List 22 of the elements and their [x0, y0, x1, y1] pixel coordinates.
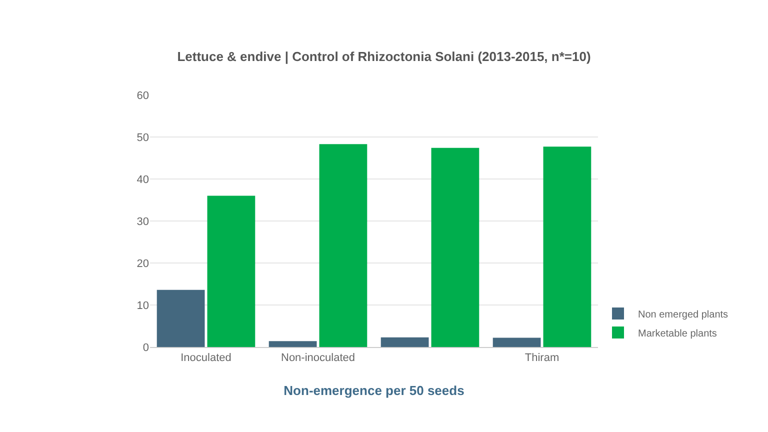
y-tick-label: 20 — [136, 258, 149, 270]
y-tick-label: 10 — [136, 300, 149, 312]
y-tick-label: 0 — [142, 342, 149, 354]
bar — [431, 148, 480, 347]
y-tick-label: 30 — [136, 216, 149, 228]
bar — [380, 337, 429, 347]
bar — [156, 290, 205, 347]
x-axis-title: Non-emergence per 50 seeds — [284, 382, 464, 398]
x-tick-label: Non-inoculated — [281, 352, 355, 364]
y-tick-label: 50 — [136, 132, 149, 144]
bar — [207, 196, 256, 347]
legend-label: Non emerged plants — [638, 309, 728, 320]
x-tick-label: Thiram — [524, 352, 560, 364]
x-tick-label: Inoculated — [180, 352, 232, 364]
y-tick-label: 40 — [136, 174, 149, 186]
legend-label: Marketable plants — [638, 328, 717, 340]
bar — [319, 144, 368, 347]
y-tick-label: 60 — [136, 90, 149, 102]
bar — [543, 146, 592, 347]
chart-title: Lettuce & endive | Control of Rhizoctonia Solani (2013-2015, n*=10) — [177, 48, 591, 64]
bar — [492, 338, 541, 347]
bar — [268, 341, 317, 347]
